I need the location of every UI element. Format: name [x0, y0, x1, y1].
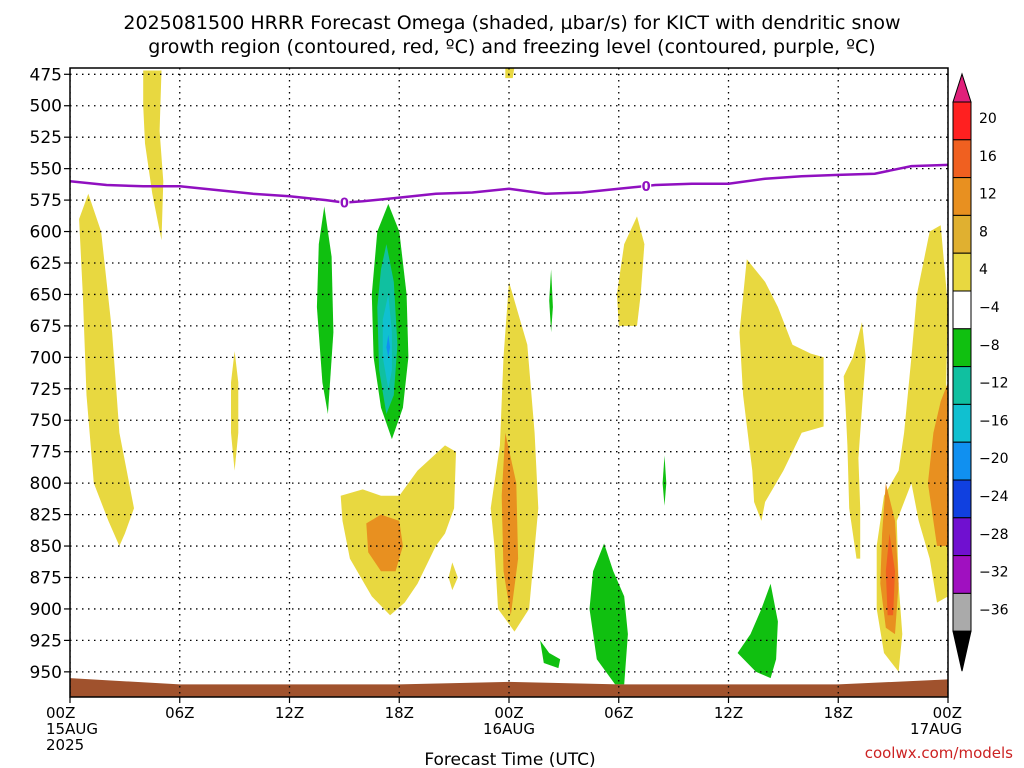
colorbar-label: 20 — [979, 111, 997, 127]
colorbar-bottom-arrow — [952, 630, 972, 672]
colorbar-band — [952, 290, 972, 330]
x-tick-label: 12Z — [714, 704, 743, 722]
colorbar-band — [952, 214, 972, 254]
credit-text: coolwx.com/models — [865, 744, 1013, 762]
colorbar-band — [952, 441, 972, 481]
y-tick-label: 625 — [30, 254, 62, 274]
colorbar-band — [952, 139, 972, 179]
y-tick-label: 750 — [30, 411, 62, 431]
x-axis-label: Forecast Time (UTC) — [424, 750, 595, 768]
chart-subtitle: growth region (contoured, red, ºC) and f… — [148, 36, 875, 58]
chart-title: 2025081500 HRRR Forecast Omega (shaded, … — [123, 12, 900, 34]
freezing-level-label-bg — [641, 178, 652, 193]
colorbar-label: −24 — [979, 489, 1009, 505]
omega-shaded-region — [927, 382, 948, 546]
colorbar-band — [952, 101, 972, 141]
colorbar-label: 8 — [979, 224, 988, 240]
y-tick-label: 525 — [30, 128, 62, 148]
colorbar-band — [952, 366, 972, 405]
x-tick-label: 17AUG — [910, 720, 962, 738]
colorbar-band — [952, 517, 972, 557]
omega-shaded-region — [739, 259, 824, 521]
freezing-level-label: 0 — [642, 180, 651, 195]
colorbar-label: 12 — [979, 187, 997, 203]
y-tick-label: 475 — [30, 65, 62, 85]
freezing-level-label-bg — [339, 195, 350, 210]
colorbar-label: 4 — [979, 262, 988, 278]
omega-shaded-region — [490, 281, 539, 632]
omega-shaded-region — [540, 640, 561, 669]
colorbar-label: −20 — [979, 451, 1009, 467]
colorbar-label: 16 — [979, 149, 997, 165]
colorbar-label: −28 — [979, 527, 1009, 543]
omega-shaded-region — [143, 70, 164, 241]
y-tick-label: 825 — [30, 506, 62, 526]
omega-shaded-region — [79, 193, 134, 547]
x-tick-label: 15AUG — [46, 720, 98, 738]
x-tick-label: 16AUG — [483, 720, 535, 738]
axes: 475 500 525 550 575 600 625 650 675 700 725 750 775 8… — [30, 65, 962, 754]
x-tick-label: 18Z — [824, 704, 853, 722]
y-tick-label: 550 — [30, 160, 62, 180]
y-tick-label: 875 — [30, 568, 62, 588]
omega-shaded-region — [737, 583, 778, 679]
y-tick-label: 500 — [30, 97, 62, 117]
y-tick-label: 675 — [30, 317, 62, 337]
omega-shaded-region — [505, 68, 515, 79]
freezing-level-label: 0 — [340, 197, 349, 212]
colorbar-band — [952, 555, 972, 594]
colorbar-label: −32 — [979, 565, 1009, 581]
colorbar-band — [952, 252, 972, 292]
x-tick-label: 12Z — [275, 704, 304, 722]
y-tick-label: 725 — [30, 380, 62, 400]
omega-shaded-region — [501, 432, 519, 616]
colorbar-band — [952, 592, 972, 632]
omega-shaded-region — [616, 216, 645, 326]
omega-shaded-region — [589, 543, 628, 685]
plot-content: 00 — [70, 68, 948, 697]
y-tick-label: 950 — [30, 663, 62, 683]
colorbar-label: −36 — [979, 602, 1009, 618]
plot-area: 00 — [70, 68, 948, 697]
colorbar-label: −16 — [979, 413, 1009, 429]
colorbar: 20 16 12 8 4 −4 −8 −12 −16 −20 −24 −28 −32 −36 — [952, 72, 1009, 672]
x-tick-label: 00Z — [933, 704, 962, 722]
omega-shaded-region — [549, 269, 553, 333]
y-tick-label: 650 — [30, 285, 62, 305]
x-tick-label: 00Z — [46, 704, 75, 722]
y-tick-label: 850 — [30, 537, 62, 557]
y-tick-label: 900 — [30, 600, 62, 620]
x-tick-label: 06Z — [604, 704, 633, 722]
y-tick-label: 700 — [30, 348, 62, 368]
colorbar-top-arrow — [952, 72, 972, 103]
omega-shaded-region — [386, 334, 391, 358]
omega-shaded-region — [843, 322, 866, 559]
omega-shaded-region — [885, 533, 895, 616]
omega-shaded-region — [662, 455, 667, 506]
omega-shaded-region — [316, 206, 334, 414]
colorbar-band — [952, 328, 972, 368]
x-tick-label: 00Z — [494, 704, 523, 722]
colorbar-label: −12 — [979, 376, 1009, 392]
y-tick-label: 600 — [30, 223, 62, 243]
x-tick-label: 2025 — [46, 736, 84, 754]
y-tick-label: 575 — [30, 191, 62, 211]
y-tick-label: 775 — [30, 443, 62, 463]
y-tick-label: 800 — [30, 474, 62, 494]
colorbar-band — [952, 177, 972, 216]
colorbar-label: −4 — [979, 300, 1000, 316]
colorbar-label: −8 — [979, 338, 1000, 354]
colorbar-band — [952, 403, 972, 443]
x-tick-label: 06Z — [165, 704, 194, 722]
omega-shaded-region — [366, 514, 403, 572]
x-tick-label: 18Z — [385, 704, 414, 722]
freezing-level-line — [70, 163, 948, 204]
colorbar-band — [952, 479, 972, 519]
omega-shaded-region — [231, 351, 239, 471]
y-tick-label: 925 — [30, 631, 62, 651]
omega-shaded-region — [448, 562, 458, 591]
